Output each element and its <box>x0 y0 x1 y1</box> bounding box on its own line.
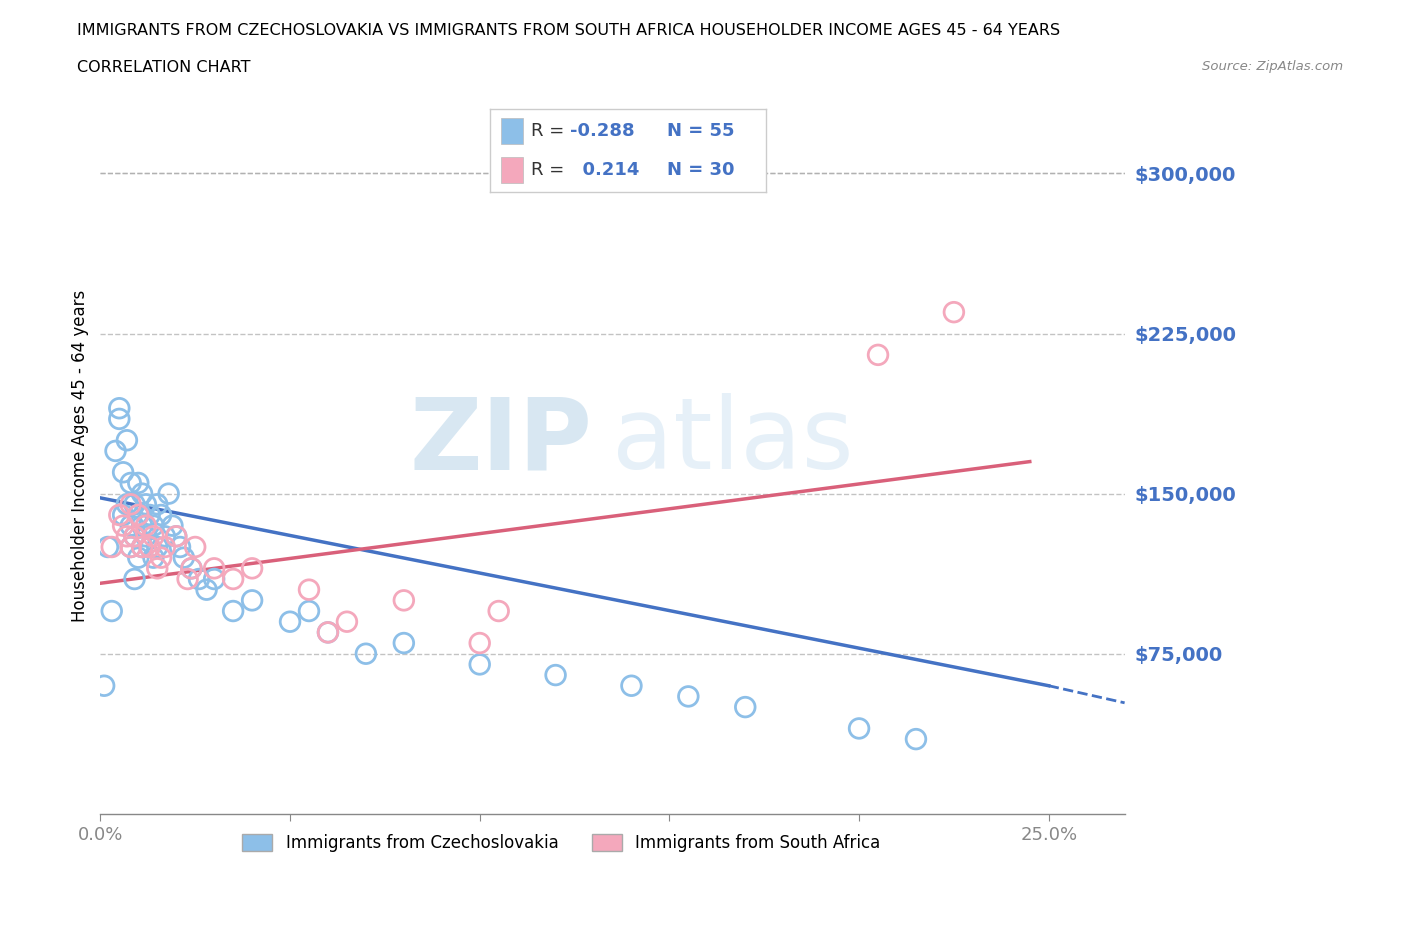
Point <box>157 486 180 501</box>
Point <box>142 551 165 565</box>
Point <box>202 572 225 587</box>
Point <box>104 444 127 458</box>
Point <box>120 539 142 554</box>
Point <box>202 561 225 576</box>
Point <box>150 508 173 523</box>
Point <box>146 561 169 576</box>
Point <box>124 497 146 512</box>
Point <box>127 508 149 523</box>
Point <box>336 614 359 629</box>
Point <box>176 572 198 587</box>
Point <box>316 625 339 640</box>
Point <box>135 529 157 544</box>
Point <box>278 614 301 629</box>
Point <box>354 646 377 661</box>
Point <box>115 497 138 512</box>
Point <box>146 539 169 554</box>
Point <box>131 486 153 501</box>
Point <box>146 497 169 512</box>
Point <box>942 305 965 320</box>
Text: atlas: atlas <box>613 393 853 490</box>
Point <box>180 561 202 576</box>
Point <box>734 699 756 714</box>
Point <box>240 593 263 608</box>
Point <box>195 582 218 597</box>
Point <box>138 508 160 523</box>
Point <box>138 539 160 554</box>
Point <box>120 497 142 512</box>
Point <box>392 635 415 650</box>
Point <box>135 518 157 533</box>
Point <box>115 432 138 447</box>
Legend: Immigrants from Czechoslovakia, Immigrants from South Africa: Immigrants from Czechoslovakia, Immigran… <box>236 828 887 859</box>
Point <box>108 401 131 416</box>
Point <box>127 475 149 490</box>
Point <box>488 604 510 618</box>
Point <box>544 668 567 683</box>
Point <box>115 529 138 544</box>
Text: ZIP: ZIP <box>409 393 592 490</box>
Point <box>120 518 142 533</box>
Point <box>468 657 491 671</box>
Point <box>127 508 149 523</box>
Point <box>112 465 135 480</box>
Point <box>124 529 146 544</box>
Point <box>298 604 321 618</box>
Y-axis label: Householder Income Ages 45 - 64 years: Householder Income Ages 45 - 64 years <box>72 290 89 622</box>
Point <box>162 518 184 533</box>
Point <box>93 678 115 693</box>
Point <box>222 604 245 618</box>
Point <box>222 572 245 587</box>
Point <box>180 561 202 576</box>
Point <box>108 508 131 523</box>
Point <box>316 625 339 640</box>
Point <box>120 475 142 490</box>
Point <box>188 572 211 587</box>
Point <box>240 561 263 576</box>
Point <box>112 508 135 523</box>
Point <box>120 539 142 554</box>
Point <box>165 529 187 544</box>
Point <box>131 518 153 533</box>
Point <box>298 582 321 597</box>
Point <box>169 539 191 554</box>
Point <box>142 518 165 533</box>
Point <box>392 593 415 608</box>
Point <box>124 529 146 544</box>
Point <box>108 411 131 426</box>
Point <box>904 732 927 747</box>
Point <box>131 539 153 554</box>
Text: Source: ZipAtlas.com: Source: ZipAtlas.com <box>1202 60 1343 73</box>
Point <box>100 539 122 554</box>
Point <box>173 551 195 565</box>
Text: IMMIGRANTS FROM CZECHOSLOVAKIA VS IMMIGRANTS FROM SOUTH AFRICA HOUSEHOLDER INCOM: IMMIGRANTS FROM CZECHOSLOVAKIA VS IMMIGR… <box>77 23 1060 38</box>
Point <box>142 529 165 544</box>
Point <box>184 539 207 554</box>
Point <box>153 539 176 554</box>
Point <box>127 551 149 565</box>
Point <box>153 529 176 544</box>
Point <box>135 497 157 512</box>
Point <box>97 539 120 554</box>
Text: CORRELATION CHART: CORRELATION CHART <box>77 60 250 75</box>
Point <box>100 604 122 618</box>
Point <box>678 689 700 704</box>
Point <box>150 551 173 565</box>
Point <box>620 678 643 693</box>
Point <box>468 635 491 650</box>
Point <box>124 572 146 587</box>
Point <box>866 348 889 363</box>
Point <box>138 539 160 554</box>
Point <box>165 529 187 544</box>
Point <box>848 721 870 736</box>
Point <box>112 518 135 533</box>
Point <box>131 539 153 554</box>
